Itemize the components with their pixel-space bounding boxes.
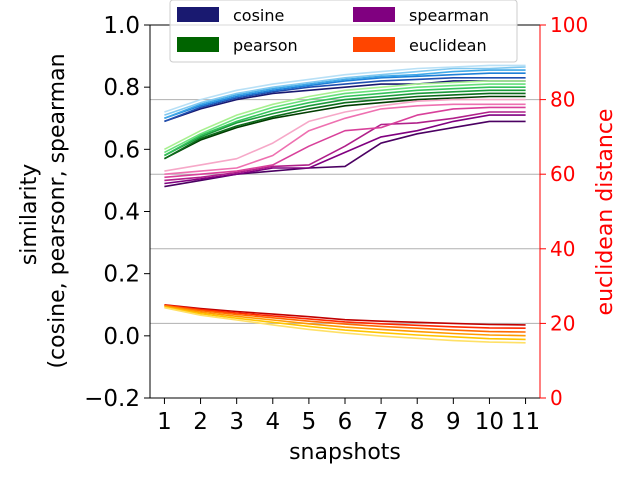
left-tick-label: 0.8 bbox=[103, 75, 140, 101]
legend-swatch-euclidean bbox=[353, 37, 395, 52]
x-tick-label: 9 bbox=[446, 409, 461, 435]
spearman-series-line bbox=[164, 114, 526, 185]
legend-box bbox=[169, 0, 518, 63]
x-tick-label: 8 bbox=[410, 409, 425, 435]
left-axis-label: similarity (cosine, pearsonr, spearman bbox=[17, 53, 70, 368]
x-tick-label: 7 bbox=[374, 409, 389, 435]
pearson-series-line bbox=[164, 92, 526, 160]
euclidean-series-line bbox=[164, 306, 526, 341]
right-axis-label: euclidean distance bbox=[593, 109, 618, 316]
right-tick-label: 80 bbox=[550, 88, 575, 112]
legend: cosine spearman pearson euclidean bbox=[169, 0, 518, 63]
series-lines bbox=[164, 64, 526, 344]
right-tick-label: 40 bbox=[550, 237, 575, 261]
cosine-series-line bbox=[164, 66, 526, 116]
x-tick-label: 10 bbox=[475, 409, 504, 435]
spearman-series-line bbox=[164, 103, 526, 175]
x-tick-label: 6 bbox=[338, 409, 353, 435]
legend-swatch-cosine bbox=[177, 7, 219, 22]
pearson-series-line bbox=[164, 89, 526, 157]
x-tick-label: 11 bbox=[511, 409, 540, 435]
legend-swatch-spearman bbox=[353, 7, 395, 22]
left-tick-label: 0.6 bbox=[103, 137, 140, 163]
euclidean-series-line bbox=[164, 304, 526, 326]
cosine-series-line bbox=[164, 80, 526, 123]
left-tick-label: 0.2 bbox=[103, 262, 140, 288]
legend-label-spearman: spearman bbox=[409, 6, 489, 25]
x-axis-ticks: 1 2 3 4 5 6 7 8 9 10 11 bbox=[157, 398, 540, 435]
x-tick-label: 3 bbox=[229, 409, 244, 435]
euclidean-series-line bbox=[164, 305, 526, 337]
legend-label-pearson: pearson bbox=[233, 36, 298, 55]
euclidean-series-line bbox=[164, 306, 526, 344]
euclidean-series-line bbox=[164, 304, 526, 333]
cosine-series-line bbox=[164, 69, 526, 120]
left-tick-label: −0.2 bbox=[84, 386, 140, 412]
cosine-series-line bbox=[164, 72, 526, 120]
x-tick-label: 2 bbox=[193, 409, 208, 435]
cosine-series-line bbox=[164, 77, 526, 123]
legend-label-cosine: cosine bbox=[233, 6, 284, 25]
right-tick-label: 0 bbox=[550, 386, 563, 410]
left-tick-label: 0.0 bbox=[103, 324, 140, 350]
pearson-series-line bbox=[164, 95, 526, 160]
left-axis-ticks: −0.2 0.0 0.2 0.4 0.6 0.8 1.0 bbox=[84, 13, 150, 412]
legend-label-euclidean: euclidean bbox=[409, 36, 487, 55]
x-tick-label: 1 bbox=[157, 409, 172, 435]
pearson-series-line bbox=[164, 86, 526, 157]
pearson-series-line bbox=[164, 83, 526, 154]
spearman-series-line bbox=[164, 98, 526, 172]
x-axis-label: snapshots bbox=[289, 440, 401, 465]
pearson-series-line bbox=[164, 80, 526, 151]
euclidean-series-line bbox=[164, 304, 526, 329]
x-tick-label: 5 bbox=[302, 409, 317, 435]
spearman-series-line bbox=[164, 111, 526, 182]
cosine-series-line bbox=[164, 64, 526, 113]
right-tick-label: 60 bbox=[550, 162, 575, 186]
left-tick-label: 0.4 bbox=[103, 200, 140, 226]
x-tick-label: 4 bbox=[265, 409, 280, 435]
legend-swatch-pearson bbox=[177, 37, 219, 52]
spearman-series-line bbox=[164, 106, 526, 179]
right-tick-label: 100 bbox=[550, 13, 588, 37]
left-tick-label: 1.0 bbox=[103, 13, 140, 39]
right-axis-ticks: 0 20 40 60 80 100 bbox=[539, 13, 588, 410]
left-axis-label-line-1: similarity bbox=[17, 164, 42, 266]
left-axis-label-line-2: (cosine, pearsonr, spearman bbox=[45, 53, 70, 368]
right-tick-label: 20 bbox=[550, 311, 575, 335]
